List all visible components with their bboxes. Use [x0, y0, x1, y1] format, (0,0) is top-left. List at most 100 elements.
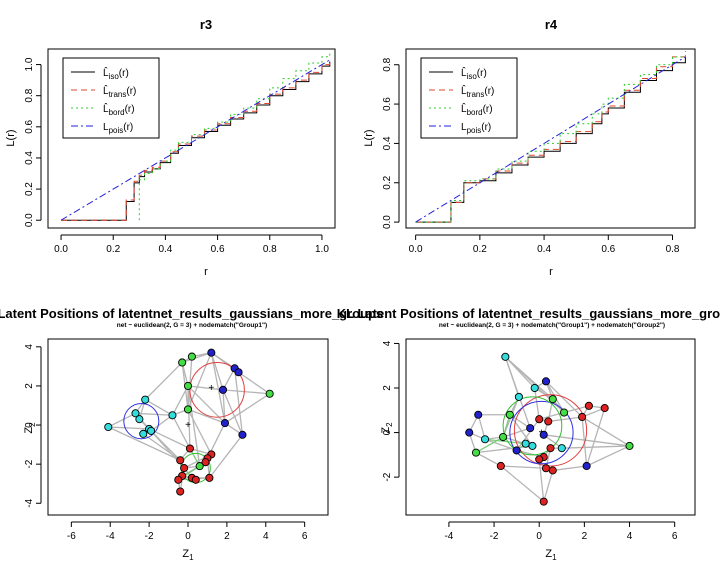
- x-tick-label: -2: [145, 531, 154, 542]
- x-tick-label: 0.0: [54, 244, 68, 255]
- network-edge: [222, 389, 226, 424]
- network-node: [265, 389, 274, 398]
- network-edge: [534, 387, 540, 420]
- network-node: [168, 411, 177, 420]
- x-axis-label: r: [204, 266, 208, 278]
- network-node: [465, 428, 474, 437]
- x-axis-label: Z1: [182, 548, 194, 562]
- x-tick-label: 6: [672, 531, 678, 542]
- x-tick-label: 1.0: [315, 244, 329, 255]
- y-tick-label: 0.8: [382, 57, 393, 71]
- network-node: [557, 444, 566, 453]
- network-edge: [144, 362, 183, 401]
- network-node: [499, 432, 508, 442]
- network-edge: [539, 411, 565, 420]
- series-line: [415, 52, 686, 223]
- y-tick-label: 0.8: [24, 88, 35, 102]
- network-edge: [500, 465, 545, 503]
- network-node: [541, 377, 551, 386]
- network-node: [183, 381, 193, 390]
- network-node: [505, 410, 514, 419]
- legend-entry: L̂iso(r): [461, 65, 487, 81]
- chart-latent-positions-right: KL Latent Positions of latentnet_results…: [337, 306, 720, 562]
- network-node: [238, 430, 247, 439]
- y-tick-label: -2: [382, 472, 393, 481]
- network-edge: [509, 414, 531, 429]
- network-node: [205, 473, 214, 482]
- network-edge: [504, 356, 554, 400]
- network-node: [147, 426, 156, 435]
- chart-r4: r4 r L(r) 0.0 0.2 0.4 0.6 0.8 0.0 0.2 0.4 0.6 0.8…: [363, 17, 696, 278]
- network-node: [600, 404, 609, 413]
- network-edge: [210, 352, 224, 391]
- cluster-circle: [513, 394, 588, 467]
- network-node: [548, 395, 557, 404]
- plot-frame: [405, 48, 696, 229]
- network-node: [535, 415, 544, 424]
- legend-entry: Lpois(r): [103, 122, 133, 135]
- network-edge: [222, 389, 270, 395]
- network-node: [195, 462, 204, 471]
- series-line: [60, 59, 331, 221]
- network-edge: [586, 445, 630, 467]
- chart-latent-positions-left: KL Latent Positions of latentnet_results…: [0, 306, 383, 562]
- y-tick-label: 4: [24, 344, 35, 350]
- chart-title: r3: [200, 17, 212, 32]
- network-node: [131, 409, 140, 418]
- y-tick-label: 1.0: [24, 57, 35, 71]
- network-edge: [561, 445, 630, 449]
- network-node: [582, 461, 591, 471]
- y-axis-label: Z2: [23, 422, 37, 434]
- y-tick-label: 0.6: [382, 97, 393, 111]
- legend-box: [420, 57, 518, 139]
- network-edge: [208, 434, 243, 479]
- network-edge: [475, 445, 533, 454]
- network-node: [539, 497, 548, 506]
- x-tick-label: -4: [106, 531, 115, 542]
- network-node: [220, 419, 229, 428]
- y-tick-label: 2: [382, 385, 393, 391]
- network-node: [526, 424, 535, 433]
- y-tick-label: 0.4: [24, 151, 35, 165]
- network-edge: [108, 426, 181, 461]
- x-tick-label: 0.2: [106, 244, 120, 255]
- network-node: [625, 441, 634, 450]
- x-tick-label: 2: [582, 531, 588, 542]
- series-line: [138, 53, 331, 221]
- chart-subtitle: net ~ euclidean(2, G = 3) + nodematch("G…: [439, 322, 665, 329]
- network-edge: [210, 352, 226, 424]
- network-node: [501, 352, 510, 361]
- network-edge: [107, 412, 136, 428]
- network-edge: [552, 465, 587, 472]
- network-node: [514, 392, 523, 401]
- chart-title: KL Latent Positions of latentnet_results…: [337, 306, 720, 321]
- network-edge: [187, 408, 226, 424]
- network-node: [480, 435, 490, 444]
- network-edge: [144, 399, 173, 416]
- network-edge: [222, 368, 236, 391]
- x-axis-label: r: [549, 266, 553, 278]
- network-edge: [586, 407, 606, 467]
- x-tick-label: 0: [185, 531, 191, 542]
- x-tick-label: 0: [536, 531, 542, 542]
- network-node: [176, 487, 185, 496]
- network-node: [174, 475, 183, 484]
- network-edge: [548, 416, 583, 423]
- network-edge: [142, 433, 181, 461]
- network-node: [584, 401, 593, 410]
- series-line: [415, 50, 686, 223]
- x-tick-label: 0.8: [666, 244, 680, 255]
- network-edge: [138, 418, 181, 461]
- x-tick-label: 0.6: [601, 244, 615, 255]
- network-edge: [171, 414, 191, 449]
- network-node: [176, 456, 185, 465]
- network-edge: [563, 405, 590, 414]
- network-edge: [509, 414, 533, 447]
- x-tick-label: 4: [627, 531, 633, 542]
- network-edge: [504, 356, 531, 429]
- y-tick-label: 0.2: [24, 182, 35, 196]
- y-tick-label: 0.2: [382, 175, 393, 189]
- network-edge: [224, 393, 271, 424]
- network-edge: [135, 412, 173, 416]
- y-tick-label: 0.0: [24, 213, 35, 227]
